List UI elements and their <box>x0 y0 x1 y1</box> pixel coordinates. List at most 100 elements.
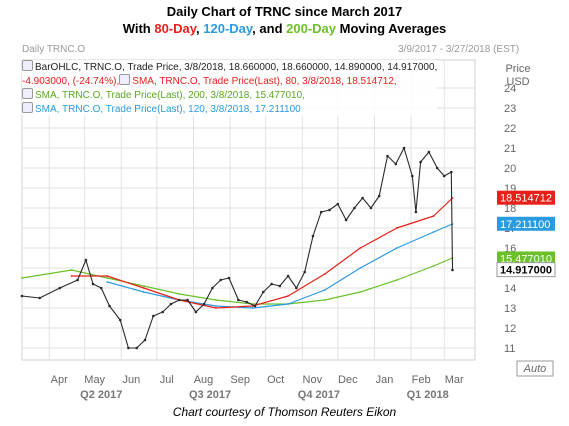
price-point <box>211 286 214 290</box>
title-ma80: 80-Day <box>154 21 197 36</box>
price-point <box>311 234 315 238</box>
price-point <box>178 298 181 302</box>
sma120-point <box>106 281 109 283</box>
sma120-point <box>323 289 326 291</box>
sma80-point <box>142 287 145 289</box>
price-point <box>361 196 364 200</box>
title-sep2: , and <box>252 21 287 36</box>
price-point <box>377 194 381 198</box>
price-point <box>58 286 62 290</box>
legend-row-ohlc: BarOHLC, TRNC.O, Trade Price, 3/8/2018, … <box>22 60 437 74</box>
sma120-point <box>359 267 362 269</box>
chart-title-line2: With 80-Day, 120-Day, and 200-Day Moving… <box>0 21 569 36</box>
legend-sma120-text: SMA, TRNC.O, Trade Price(Last), 120, 3/8… <box>35 104 301 115</box>
price-value-tag-box <box>496 262 556 278</box>
price-point <box>328 208 331 212</box>
x-tick-label: Jul <box>160 374 174 386</box>
price-point <box>344 218 348 222</box>
price-point <box>169 302 173 306</box>
sma120-point <box>251 307 254 309</box>
sma200-point <box>215 299 217 301</box>
chart-legend: BarOHLC, TRNC.O, Trade Price, 3/8/2018, … <box>22 60 438 116</box>
price-point <box>369 206 373 210</box>
price-point <box>451 268 454 272</box>
x-quarter-label: Q1 2018 <box>407 389 449 401</box>
price-point <box>20 294 24 298</box>
price-point <box>219 278 222 282</box>
price-point <box>194 310 198 314</box>
y-axis-unit: USD <box>506 76 529 88</box>
y-tick-label: 24 <box>504 83 516 95</box>
price-point <box>442 174 446 178</box>
y-tick-label: 12 <box>504 323 516 335</box>
sma80-point <box>359 247 362 249</box>
sma80-point <box>106 275 109 277</box>
y-tick-label: 23 <box>504 103 516 115</box>
price-point <box>76 278 79 282</box>
x-tick-label: Oct <box>267 374 284 386</box>
chart-header-symbol: Daily TRNC.O <box>22 44 86 55</box>
chart-caption: Chart courtesy of Thomson Reuters Eikon <box>172 405 397 419</box>
y-tick-label: 22 <box>504 123 516 135</box>
x-tick-label: Dec <box>338 374 358 386</box>
x-tick-label: May <box>84 374 105 386</box>
price-point <box>419 160 422 164</box>
price-point <box>202 302 206 306</box>
sma120-point <box>142 291 145 293</box>
price-point <box>414 210 418 214</box>
title-prefix: With <box>122 21 155 36</box>
legend-change-text: -4.903000, (-24.74%), <box>22 76 120 87</box>
legend-row-sma120: SMA, TRNC.O, Trade Price(Last), 120, 3/8… <box>22 102 437 116</box>
price-point <box>186 298 189 302</box>
title-sep1: , <box>196 21 204 36</box>
price-point <box>278 284 282 288</box>
price-point <box>118 318 122 322</box>
x-quarter-label: Q4 2017 <box>298 389 340 401</box>
title-suffix: Moving Averages <box>336 21 447 36</box>
x-tick-label: Jun <box>122 374 140 386</box>
y-tick-label: 21 <box>504 143 516 155</box>
price-point <box>319 210 323 214</box>
sma200-value-tag-box <box>497 251 555 266</box>
y-tick-label: 18 <box>504 203 516 215</box>
chart-header-daterange: 3/9/2017 - 3/27/2018 (EST) <box>398 44 520 55</box>
legend-ohlc-text: BarOHLC, TRNC.O, Trade Price, 3/8/2018, … <box>35 62 438 73</box>
auto-scale-label[interactable]: Auto <box>523 363 547 375</box>
price-point <box>450 170 453 174</box>
x-tick-label: Apr <box>51 374 68 386</box>
price-point <box>262 290 265 294</box>
sma120-value-tag: 17.211100 <box>500 219 550 231</box>
price-point <box>237 298 240 302</box>
sma80-point <box>323 273 326 275</box>
price-point <box>394 162 398 166</box>
price-point <box>84 258 88 262</box>
auto-scale-button[interactable] <box>516 360 554 377</box>
price-point <box>245 300 248 304</box>
price-point <box>253 304 257 308</box>
price-point <box>227 276 231 280</box>
sma200-point <box>142 285 145 287</box>
sma80-line <box>71 197 453 309</box>
y-tick-label: 20 <box>504 163 516 175</box>
price-point <box>435 166 439 170</box>
price-point <box>270 282 273 286</box>
y-tick-label: 14 <box>504 283 516 295</box>
sma200-series-icon <box>22 88 33 99</box>
sma120-series-icon <box>22 102 33 113</box>
sma80-point <box>432 215 435 217</box>
price-point <box>353 206 356 210</box>
y-axis-title: Price <box>505 63 530 75</box>
sma120-point <box>432 231 435 233</box>
sma200-point <box>323 299 326 301</box>
ohlc-series-icon <box>22 60 33 71</box>
price-point <box>143 338 147 342</box>
sma80-point <box>215 307 217 309</box>
sma200-point <box>106 277 109 279</box>
price-point <box>108 304 111 308</box>
sma80-value-tag-box <box>497 190 555 205</box>
x-tick-label: Mar <box>445 374 464 386</box>
price-point <box>91 282 95 286</box>
sma120-point <box>215 305 217 307</box>
price-point <box>411 174 414 178</box>
sma80-series-icon <box>119 74 131 85</box>
